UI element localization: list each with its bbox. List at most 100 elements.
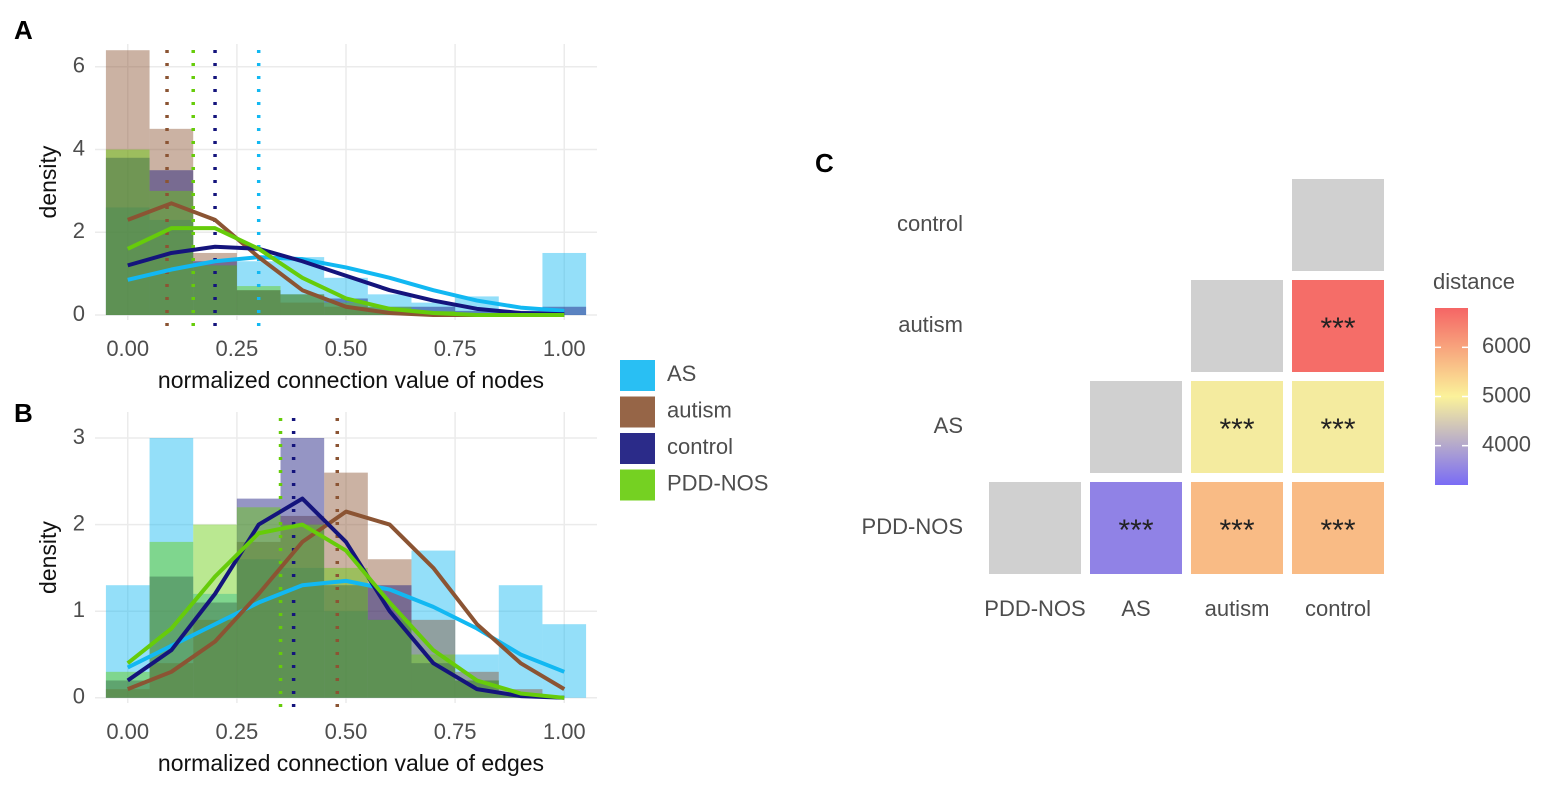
histogram-bar bbox=[236, 559, 281, 698]
panel-label: B bbox=[14, 398, 33, 428]
legend-label: control bbox=[667, 434, 733, 459]
histogram-bar bbox=[367, 306, 412, 316]
x-axis-title: normalized connection value of edges bbox=[158, 750, 544, 776]
x-tick-label: 0.00 bbox=[106, 336, 149, 361]
panel-label: C bbox=[815, 148, 834, 178]
x-tick-label: 1.00 bbox=[543, 719, 586, 744]
x-tick-label: 1.00 bbox=[543, 336, 586, 361]
x-tick-label: PDD-NOS bbox=[984, 596, 1085, 621]
x-tick-label: 0.75 bbox=[434, 336, 477, 361]
histogram-bar bbox=[367, 306, 412, 316]
histogram-bar bbox=[280, 294, 325, 316]
histogram-bar bbox=[324, 302, 368, 316]
x-tick-label: 0.00 bbox=[106, 719, 149, 744]
density-curve bbox=[126, 522, 565, 700]
panel-label: A bbox=[14, 15, 33, 45]
histogram-bar bbox=[236, 541, 281, 698]
heatmap-cell bbox=[1292, 381, 1384, 473]
y-tick-label: AS bbox=[934, 413, 963, 438]
histogram-bar bbox=[105, 157, 150, 316]
x-axis-title: normalized connection value of nodes bbox=[158, 367, 544, 393]
histogram-bar bbox=[280, 515, 325, 698]
heatmap-cell bbox=[1191, 482, 1283, 574]
legend-key bbox=[620, 360, 655, 391]
histogram-bar bbox=[105, 149, 150, 316]
colorbar-label: 4000 bbox=[1482, 431, 1531, 456]
heatmap-cell bbox=[1292, 179, 1384, 271]
y-tick-label: 2 bbox=[73, 218, 85, 243]
density-curve bbox=[126, 496, 565, 700]
y-tick-label: PDD-NOS bbox=[862, 514, 963, 539]
y-axis-title: density bbox=[35, 521, 61, 594]
x-tick-label: 0.50 bbox=[325, 719, 368, 744]
y-tick-label: 0 bbox=[73, 301, 85, 326]
legend-key bbox=[620, 433, 655, 464]
histogram-bar bbox=[367, 619, 412, 698]
histogram-bar bbox=[280, 294, 325, 316]
x-tick-label: AS bbox=[1121, 596, 1150, 621]
legend-label: AS bbox=[667, 361, 696, 386]
density-curve bbox=[126, 226, 565, 318]
heatmap-cell bbox=[1191, 280, 1283, 372]
histogram-bar bbox=[542, 624, 587, 698]
histogram-bar bbox=[367, 619, 412, 698]
y-tick-label: 2 bbox=[73, 510, 85, 535]
histogram-bar bbox=[280, 302, 325, 316]
x-tick-label: 0.50 bbox=[325, 336, 368, 361]
colorbar-label: 6000 bbox=[1482, 333, 1531, 358]
x-tick-label: 0.25 bbox=[215, 336, 258, 361]
histogram-bar bbox=[193, 261, 237, 316]
heatmap-cell bbox=[1292, 280, 1384, 372]
legend-label: autism bbox=[667, 397, 732, 422]
x-tick-label: 0.75 bbox=[434, 719, 477, 744]
histogram-bar bbox=[105, 689, 150, 698]
legend-key bbox=[620, 469, 655, 501]
y-tick-label: 6 bbox=[73, 53, 85, 78]
histogram-bar bbox=[149, 170, 194, 316]
histogram-bar bbox=[411, 663, 456, 698]
histogram-bar bbox=[411, 306, 456, 316]
histogram-bar bbox=[280, 524, 325, 698]
y-tick-label: 4 bbox=[73, 135, 85, 160]
histogram-bar bbox=[542, 252, 587, 316]
heatmap-cell bbox=[1292, 482, 1384, 574]
x-tick-label: control bbox=[1305, 596, 1371, 621]
histogram-bar bbox=[455, 310, 499, 316]
cell-label: *** bbox=[1118, 514, 1153, 547]
histogram-bar bbox=[149, 541, 194, 698]
legend-label: PDD-NOS bbox=[667, 470, 768, 495]
heatmap-cell bbox=[1191, 381, 1283, 473]
heatmap-cell bbox=[1090, 482, 1182, 574]
histogram-bar bbox=[105, 50, 150, 316]
x-tick-label: autism bbox=[1205, 596, 1270, 621]
cell-label: *** bbox=[1219, 514, 1254, 547]
density-curve bbox=[127, 255, 565, 313]
histogram-bar bbox=[280, 437, 325, 698]
y-tick-label: 3 bbox=[73, 424, 85, 449]
colorbar-label: 5000 bbox=[1482, 382, 1531, 407]
cell-label: *** bbox=[1320, 413, 1355, 446]
histogram-bar bbox=[324, 611, 368, 698]
x-tick-label: 0.25 bbox=[215, 719, 258, 744]
histogram-bar bbox=[324, 567, 368, 698]
legend-key bbox=[620, 396, 655, 428]
histogram-bar bbox=[324, 306, 368, 316]
histogram-bar bbox=[149, 663, 194, 698]
histogram-bar bbox=[324, 585, 368, 698]
y-tick-label: autism bbox=[898, 312, 963, 337]
y-tick-label: 1 bbox=[73, 597, 85, 622]
cell-label: *** bbox=[1320, 514, 1355, 547]
density-curve bbox=[127, 509, 566, 692]
heatmap-cell bbox=[989, 482, 1081, 574]
cell-label: *** bbox=[1219, 413, 1254, 446]
y-axis-title: density bbox=[35, 145, 61, 218]
histogram-bar bbox=[149, 128, 194, 316]
heatmap-cell bbox=[1090, 381, 1182, 473]
y-tick-label: 0 bbox=[73, 684, 85, 709]
density-curve bbox=[127, 244, 565, 317]
legend-title: distance bbox=[1433, 269, 1515, 294]
y-tick-label: control bbox=[897, 211, 963, 236]
histogram-bar bbox=[498, 585, 543, 698]
cell-label: *** bbox=[1320, 312, 1355, 345]
